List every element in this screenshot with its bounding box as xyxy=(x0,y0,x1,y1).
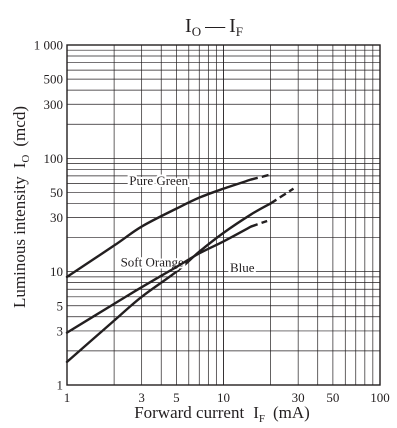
grid xyxy=(66,44,381,386)
x-axis-label: Forward current IF (mA) xyxy=(134,403,310,425)
x-tick-label: 10 xyxy=(217,390,230,405)
y-axis-label: Luminous intensity IO (mcd) xyxy=(10,106,32,308)
series-line-dashed-pure-green xyxy=(250,173,271,181)
x-axis-unit: (mA) xyxy=(273,403,310,422)
y-tick-label: 100 xyxy=(44,151,64,166)
x-tick-label: 30 xyxy=(292,390,305,405)
title-dash: — xyxy=(204,15,226,37)
x-tick-label: 5 xyxy=(173,390,180,405)
y-tick-label: 500 xyxy=(44,72,64,87)
y-axis-symbol-sub: O xyxy=(20,155,32,163)
x-tick-label: 100 xyxy=(370,390,390,405)
x-tick-label: 50 xyxy=(326,390,339,405)
x-tick-label: 3 xyxy=(138,390,145,405)
series-line-soft-orange xyxy=(65,202,272,364)
svg-text:IO—IF: IO — IF xyxy=(185,15,243,39)
x-tick-label: 1 xyxy=(64,390,71,405)
x-axis-label-text: Forward current xyxy=(134,403,244,422)
series-label-soft-orange: Soft Orange xyxy=(121,255,184,270)
y-tick-label: 10 xyxy=(50,264,63,279)
y-tick-label: 50 xyxy=(50,185,63,200)
series-layer: Pure Green Soft Orange Blue xyxy=(65,171,295,364)
y-axis-unit: (mcd) xyxy=(10,106,29,147)
y-tick-label: 5 xyxy=(57,298,64,313)
series-line-blue xyxy=(65,225,253,334)
series-line-dashed-blue xyxy=(250,219,268,228)
series-label-blue: Blue xyxy=(230,260,255,275)
plot-frame xyxy=(66,44,381,386)
y-axis-symbol: I xyxy=(10,162,29,168)
chart-title: IO — IF xyxy=(185,15,243,39)
series-label-pure-green: Pure Green xyxy=(129,173,188,188)
series-line-dashed-soft-orange xyxy=(269,187,295,205)
y-tick-label: 1 xyxy=(57,378,64,393)
title-second-sub: F xyxy=(236,24,243,39)
x-axis-symbol-sub: F xyxy=(259,413,265,425)
svg-text:Luminous intensityIO(mcd): Luminous intensity IO (mcd) xyxy=(10,106,32,308)
title-second: I xyxy=(229,15,236,37)
y-tick-label: 300 xyxy=(44,97,64,112)
y-tick-label: 1 000 xyxy=(34,38,63,53)
series-line-pure-green xyxy=(65,178,253,279)
title-main: I xyxy=(185,15,192,37)
title-main-sub: O xyxy=(192,24,201,39)
x-axis-symbol: I xyxy=(253,403,259,422)
y-tick-label: 30 xyxy=(50,210,63,225)
y-axis-label-text: Luminous intensity xyxy=(10,176,29,308)
y-tick-label: 3 xyxy=(57,323,64,338)
tick-labels: 1 3 5 10 30 50 100 1 3 5 10 30 50 100 300 500 1 000 xyxy=(34,38,390,406)
